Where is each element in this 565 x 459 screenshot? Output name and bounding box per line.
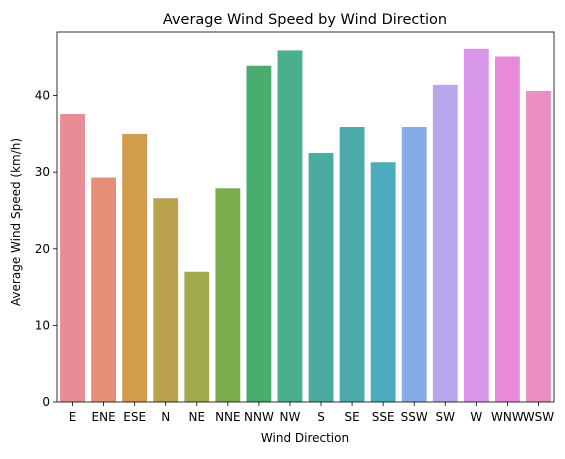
x-tick-label: SE <box>344 410 359 424</box>
bar-nnw <box>246 65 272 403</box>
bar-wnw <box>494 56 520 402</box>
chart-title: Average Wind Speed by Wind Direction <box>163 12 447 28</box>
x-tick-label: WSW <box>523 410 554 424</box>
x-axis-label: Wind Direction <box>261 431 349 445</box>
x-tick-label: E <box>69 410 77 424</box>
bars-group <box>60 48 551 403</box>
bar-n <box>153 198 179 402</box>
x-tick-label: NW <box>280 410 301 424</box>
bar-nne <box>215 188 241 402</box>
bar-s <box>308 153 334 402</box>
x-tick-label: S <box>317 410 325 424</box>
x-tick-label: ESE <box>123 410 146 424</box>
y-axis-label: Average Wind Speed (km/h) <box>9 138 23 306</box>
x-tick-label: WNW <box>491 410 524 424</box>
bar-se <box>339 126 365 403</box>
bar-sse <box>370 162 396 402</box>
bar-ssw <box>401 126 427 403</box>
x-tick-label: NNE <box>215 410 241 424</box>
bar-ne <box>184 271 210 402</box>
bar-w <box>463 48 489 402</box>
bar-nw <box>277 50 303 402</box>
y-tick-label: 20 <box>35 242 50 256</box>
y-tick-label: 30 <box>35 165 50 179</box>
x-tick-label: ENE <box>92 410 116 424</box>
x-tick-label: NE <box>189 410 206 424</box>
x-axis: E ENE ESE N NE NNE NNW NW S SE SSE SSW SW W WNW WSW <box>69 402 554 424</box>
x-tick-label: W <box>470 410 482 424</box>
x-tick-label: N <box>161 410 170 424</box>
y-axis: 0 10 20 30 40 <box>35 89 57 409</box>
x-tick-label: NNW <box>244 410 274 424</box>
x-tick-label: SW <box>436 410 456 424</box>
bar-ese <box>122 133 148 402</box>
bar-e <box>60 113 85 402</box>
bar-sw <box>432 84 458 403</box>
bar-wsw <box>526 90 551 403</box>
y-tick-label: 10 <box>35 318 50 332</box>
bar-ene <box>91 177 117 402</box>
x-tick-label: SSW <box>401 410 428 424</box>
y-tick-label: 40 <box>35 89 50 103</box>
y-tick-label: 0 <box>42 395 50 409</box>
x-tick-label: SSE <box>372 410 395 424</box>
plot-frame <box>56 31 555 403</box>
